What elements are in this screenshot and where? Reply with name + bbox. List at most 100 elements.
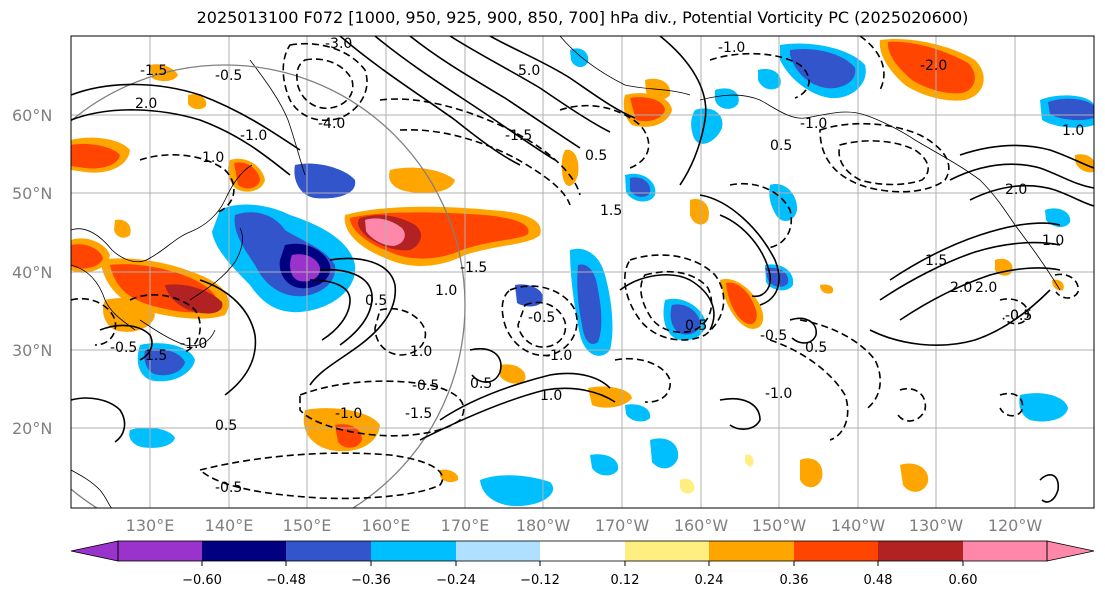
colorbar-ticks: −0.60 −0.48 −0.36 −0.24 −0.12 0.12 0.24 0.36 0.4… bbox=[182, 561, 977, 588]
contour-label: 1.0 bbox=[435, 283, 457, 299]
colorbar-tick-label: 0.24 bbox=[695, 573, 724, 588]
contour-label: -0.5 bbox=[215, 68, 242, 84]
contour-label: 5.0 bbox=[518, 63, 540, 79]
positive-anomaly-shading bbox=[71, 39, 1094, 494]
contour-label: -1.5 bbox=[460, 260, 487, 276]
latitude-labels: 60°N 50°N 40°N 30°N 20°N bbox=[12, 106, 52, 438]
contour-label: -1.5 bbox=[140, 63, 167, 79]
colorbar-segment bbox=[625, 541, 709, 561]
contour-label: 2.0 bbox=[975, 280, 997, 296]
contour-label: -0.5 bbox=[110, 340, 137, 356]
contour-label: -4.0 bbox=[318, 116, 345, 132]
contour-label: 0.5 bbox=[1010, 308, 1032, 324]
colorbar-outline bbox=[117, 540, 1048, 562]
lon-label: 160°W bbox=[674, 516, 729, 535]
colorbar-segment bbox=[371, 541, 456, 561]
lon-label: 150°W bbox=[752, 516, 807, 535]
colorbar-segment bbox=[963, 541, 1047, 561]
contour-label: -1.0 bbox=[335, 406, 362, 422]
contour-label: 2.0 bbox=[1005, 182, 1027, 198]
contour-label: 1.0 bbox=[540, 388, 562, 404]
gridlines bbox=[71, 36, 1094, 508]
colorbar: −0.60 −0.48 −0.36 −0.24 −0.12 0.12 0.24 0.36 0.4… bbox=[70, 540, 1095, 588]
colorbar-tick-label: 0.36 bbox=[780, 573, 809, 588]
lon-label: 140°E bbox=[205, 516, 254, 535]
colorbar-left-extension bbox=[70, 540, 119, 562]
contour-label: -1.0 bbox=[180, 336, 207, 352]
contour-label: 1.0 bbox=[202, 150, 224, 166]
colorbar-segment bbox=[286, 541, 371, 561]
lat-label: 40°N bbox=[12, 263, 52, 282]
colorbar-segment bbox=[118, 541, 202, 561]
lat-label: 60°N bbox=[12, 106, 52, 125]
contour-label: 0.5 bbox=[805, 340, 827, 356]
contour-label: -0.5 bbox=[760, 328, 787, 344]
contour-label: -2.0 bbox=[920, 58, 947, 74]
negative-anomaly-shading bbox=[129, 43, 1094, 507]
contour-label: 0.5 bbox=[770, 138, 792, 154]
contour-label: 1.0 bbox=[410, 344, 432, 360]
lat-label: 30°N bbox=[12, 341, 52, 360]
colorbar-tick-label: −0.48 bbox=[266, 573, 306, 588]
lon-label: 160°E bbox=[362, 516, 411, 535]
contour-label: -1.5 bbox=[405, 406, 432, 422]
colorbar-segment bbox=[878, 541, 963, 561]
lon-label: 150°E bbox=[283, 516, 332, 535]
dashed-contours bbox=[71, 36, 1079, 500]
contour-label: 0.5 bbox=[215, 418, 237, 434]
contour-label: -3.0 bbox=[325, 36, 352, 52]
lat-label: 20°N bbox=[12, 419, 52, 438]
contour-label: -1.0 bbox=[240, 128, 267, 144]
contour-label: -0.5 bbox=[1005, 308, 1032, 324]
contour-label: 0.5 bbox=[685, 318, 707, 334]
contour-label: 2.0 bbox=[135, 96, 157, 112]
contour-label: -0.5 bbox=[215, 480, 242, 496]
colorbar-tick-label: −0.60 bbox=[182, 573, 222, 588]
longitude-labels: 130°E 140°E 150°E 160°E 170°E 180°W 170°… bbox=[126, 516, 1043, 535]
colorbar-segment bbox=[794, 541, 878, 561]
colorbar-tick-label: 0.60 bbox=[949, 573, 978, 588]
contour-label: 1.0 bbox=[1042, 233, 1064, 249]
page-title: 2025013100 F072 [1000, 950, 925, 900, 85… bbox=[196, 8, 969, 27]
contour-label: 0.5 bbox=[365, 293, 387, 309]
lon-label: 120°W bbox=[988, 516, 1043, 535]
map-content: -3.0 -1.5 -0.5 2.0 1.0 -1.0 -4.0 5.0 -1.… bbox=[71, 36, 1094, 508]
solid-contours bbox=[71, 36, 1094, 503]
lon-label: 130°E bbox=[126, 516, 175, 535]
colorbar-segments bbox=[118, 541, 1047, 561]
contour-labels: -3.0 -1.5 -0.5 2.0 1.0 -1.0 -4.0 5.0 -1.… bbox=[110, 36, 1084, 496]
coastlines bbox=[71, 36, 1061, 508]
contour-label: -1.0 bbox=[718, 40, 745, 56]
contour-label: 0.5 bbox=[585, 148, 607, 164]
contour-label: -1.0 bbox=[545, 348, 572, 364]
contour-label: 1.5 bbox=[145, 348, 167, 364]
colorbar-right-extension bbox=[1046, 540, 1095, 562]
colorbar-segment bbox=[709, 541, 794, 561]
lat-label: 50°N bbox=[12, 184, 52, 203]
lon-label: 130°W bbox=[909, 516, 964, 535]
lon-label: 140°W bbox=[831, 516, 886, 535]
contour-label: -1.0 bbox=[765, 386, 792, 402]
lon-label: 170°W bbox=[595, 516, 650, 535]
colorbar-tick-label: −0.36 bbox=[351, 573, 391, 588]
colorbar-tick-label: 0.12 bbox=[611, 573, 640, 588]
lon-label: 170°E bbox=[441, 516, 490, 535]
colorbar-tick-label: −0.24 bbox=[436, 573, 476, 588]
colorbar-segment bbox=[456, 541, 540, 561]
contour-label: -0.5 bbox=[412, 378, 439, 394]
colorbar-segment bbox=[540, 541, 625, 561]
lon-label: 180°W bbox=[516, 516, 571, 535]
contour-label: 0.5 bbox=[470, 376, 492, 392]
contour-label: 2.0 bbox=[950, 280, 972, 296]
colorbar-tick-label: −0.12 bbox=[520, 573, 560, 588]
contour-label: -1.5 bbox=[505, 128, 532, 144]
colorbar-segment bbox=[202, 541, 286, 561]
contour-label: 1.5 bbox=[600, 203, 622, 219]
map-frame bbox=[70, 35, 1095, 509]
contour-label: 1.5 bbox=[925, 253, 947, 269]
range-circle bbox=[71, 64, 466, 508]
colorbar-tick-label: 0.48 bbox=[864, 573, 893, 588]
contour-label: 1.0 bbox=[1062, 123, 1084, 139]
contour-label: -1.0 bbox=[800, 116, 827, 132]
